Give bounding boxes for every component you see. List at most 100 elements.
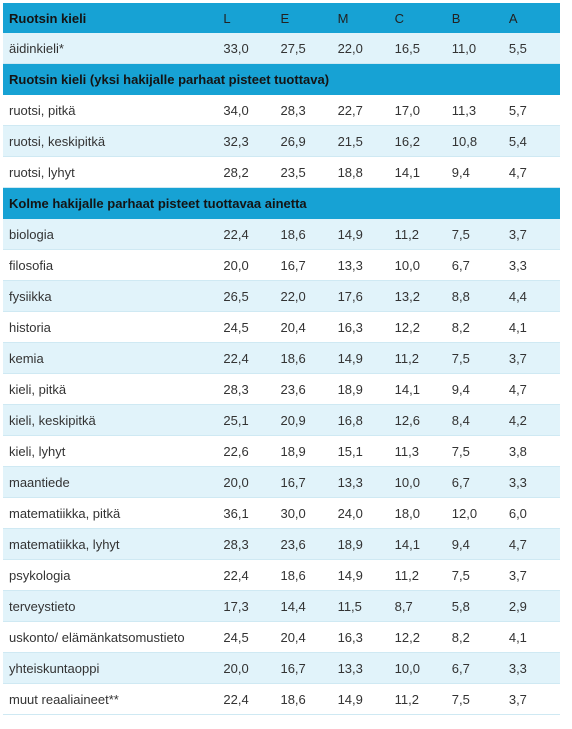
subject-cell: psykologia bbox=[3, 559, 218, 591]
points-cell: 20,0 bbox=[217, 466, 275, 498]
points-cell: 3,3 bbox=[502, 249, 560, 281]
points-cell: 8,7 bbox=[388, 590, 446, 622]
points-cell: 12,6 bbox=[388, 404, 446, 436]
points-cell: 8,4 bbox=[445, 404, 503, 436]
points-cell: 11,3 bbox=[388, 435, 446, 467]
points-cell: 11,2 bbox=[388, 342, 446, 374]
points-cell: 30,0 bbox=[274, 497, 332, 529]
points-cell: 8,2 bbox=[445, 621, 503, 653]
points-cell: 7,5 bbox=[445, 219, 503, 250]
points-cell: 25,1 bbox=[217, 404, 275, 436]
points-cell: 23,6 bbox=[274, 373, 332, 405]
points-cell: 13,3 bbox=[331, 652, 389, 684]
table-row: maantiede 20,0 16,7 13,3 10,0 6,7 3,3 bbox=[3, 466, 560, 498]
points-cell: 14,9 bbox=[331, 683, 389, 715]
points-cell: 18,0 bbox=[388, 497, 446, 529]
subject-cell: kemia bbox=[3, 342, 218, 374]
points-cell: 32,3 bbox=[217, 125, 275, 157]
points-cell: 11,3 bbox=[445, 95, 503, 126]
points-cell: 16,8 bbox=[331, 404, 389, 436]
points-cell: 4,2 bbox=[502, 404, 560, 436]
subject-cell: äidinkieli* bbox=[3, 33, 218, 64]
table-row: kieli, keskipitkä 25,1 20,9 16,8 12,6 8,4 4,2 bbox=[3, 404, 560, 436]
points-cell: 18,9 bbox=[274, 435, 332, 467]
table-row: kieli, lyhyt 22,6 18,9 15,1 11,3 7,5 3,8 bbox=[3, 435, 560, 467]
points-cell: 15,1 bbox=[331, 435, 389, 467]
points-cell: 5,7 bbox=[502, 95, 560, 126]
points-cell: 13,3 bbox=[331, 466, 389, 498]
points-cell: 4,7 bbox=[502, 528, 560, 560]
points-cell: 18,6 bbox=[274, 683, 332, 715]
subject-cell: kieli, keskipitkä bbox=[3, 404, 218, 436]
points-cell: 16,7 bbox=[274, 466, 332, 498]
table-row: ruotsi, pitkä 34,0 28,3 22,7 17,0 11,3 5,7 bbox=[3, 95, 560, 126]
points-cell: 28,3 bbox=[217, 373, 275, 405]
table-row: biologia 22,4 18,6 14,9 11,2 7,5 3,7 bbox=[3, 219, 560, 250]
table-row: muut reaaliaineet** 22,4 18,6 14,9 11,2 7,5 3,… bbox=[3, 683, 560, 715]
points-cell: 14,9 bbox=[331, 559, 389, 591]
points-cell: 36,1 bbox=[217, 497, 275, 529]
points-cell: 22,7 bbox=[331, 95, 389, 126]
table-row: yhteiskuntaoppi 20,0 16,7 13,3 10,0 6,7 3,3 bbox=[3, 652, 560, 684]
table-row: kieli, pitkä 28,3 23,6 18,9 14,1 9,4 4,7 bbox=[3, 373, 560, 405]
points-cell: 4,1 bbox=[502, 311, 560, 343]
points-cell: 17,6 bbox=[331, 280, 389, 312]
points-cell: 7,5 bbox=[445, 683, 503, 715]
points-cell: 14,9 bbox=[331, 342, 389, 374]
table-row: terveystieto 17,3 14,4 11,5 8,7 5,8 2,9 bbox=[3, 590, 560, 622]
points-cell: 11,0 bbox=[445, 33, 503, 64]
table-row: äidinkieli* 33,0 27,5 22,0 16,5 11,0 5,5 bbox=[3, 33, 560, 64]
points-cell: 4,7 bbox=[502, 156, 560, 188]
points-cell: 18,8 bbox=[331, 156, 389, 188]
points-cell: 18,6 bbox=[274, 219, 332, 250]
points-cell: 33,0 bbox=[217, 33, 275, 64]
points-cell: 27,5 bbox=[274, 33, 332, 64]
points-cell: 20,0 bbox=[217, 249, 275, 281]
points-cell: 12,2 bbox=[388, 311, 446, 343]
points-cell: 7,5 bbox=[445, 559, 503, 591]
points-cell: 8,8 bbox=[445, 280, 503, 312]
points-cell: 14,1 bbox=[388, 528, 446, 560]
points-cell: 3,7 bbox=[502, 683, 560, 715]
points-cell: 22,4 bbox=[217, 219, 275, 250]
table-row: uskonto/ elämänkatsomustieto 24,5 20,4 16,3… bbox=[3, 621, 560, 653]
points-cell: 6,7 bbox=[445, 466, 503, 498]
column-header: B bbox=[445, 3, 503, 33]
points-cell: 28,2 bbox=[217, 156, 275, 188]
column-header: M bbox=[331, 3, 389, 33]
points-cell: 16,7 bbox=[274, 249, 332, 281]
points-cell: 3,7 bbox=[502, 559, 560, 591]
points-cell: 5,4 bbox=[502, 125, 560, 157]
table-row: filosofia 20,0 16,7 13,3 10,0 6,7 3,3 bbox=[3, 249, 560, 281]
section-title: Ruotsin kieli (yksi hakijalle parhaat pi… bbox=[3, 63, 560, 95]
points-cell: 22,4 bbox=[217, 683, 275, 715]
column-header: A bbox=[502, 3, 560, 33]
points-cell: 2,9 bbox=[502, 590, 560, 622]
table-row: psykologia 22,4 18,6 14,9 11,2 7,5 3,7 bbox=[3, 559, 560, 591]
table-row: ruotsi, keskipitkä 32,3 26,9 21,5 16,2 10,8 5,… bbox=[3, 125, 560, 157]
points-cell: 7,5 bbox=[445, 435, 503, 467]
points-cell: 21,5 bbox=[331, 125, 389, 157]
subject-cell: maantiede bbox=[3, 466, 218, 498]
points-cell: 16,3 bbox=[331, 311, 389, 343]
column-header: C bbox=[388, 3, 446, 33]
points-cell: 20,9 bbox=[274, 404, 332, 436]
points-cell: 4,1 bbox=[502, 621, 560, 653]
points-cell: 8,2 bbox=[445, 311, 503, 343]
points-cell: 17,3 bbox=[217, 590, 275, 622]
points-cell: 4,7 bbox=[502, 373, 560, 405]
points-cell: 14,1 bbox=[388, 373, 446, 405]
points-cell: 18,9 bbox=[331, 373, 389, 405]
subject-cell: filosofia bbox=[3, 249, 218, 281]
points-cell: 18,6 bbox=[274, 559, 332, 591]
points-cell: 23,6 bbox=[274, 528, 332, 560]
points-cell: 3,8 bbox=[502, 435, 560, 467]
column-header: E bbox=[274, 3, 332, 33]
points-cell: 3,3 bbox=[502, 466, 560, 498]
points-cell: 4,4 bbox=[502, 280, 560, 312]
subject-cell: matematiikka, pitkä bbox=[3, 497, 218, 529]
points-cell: 20,4 bbox=[274, 621, 332, 653]
points-cell: 12,2 bbox=[388, 621, 446, 653]
section-header: Kolme hakijalle parhaat pisteet tuottava… bbox=[3, 187, 560, 219]
